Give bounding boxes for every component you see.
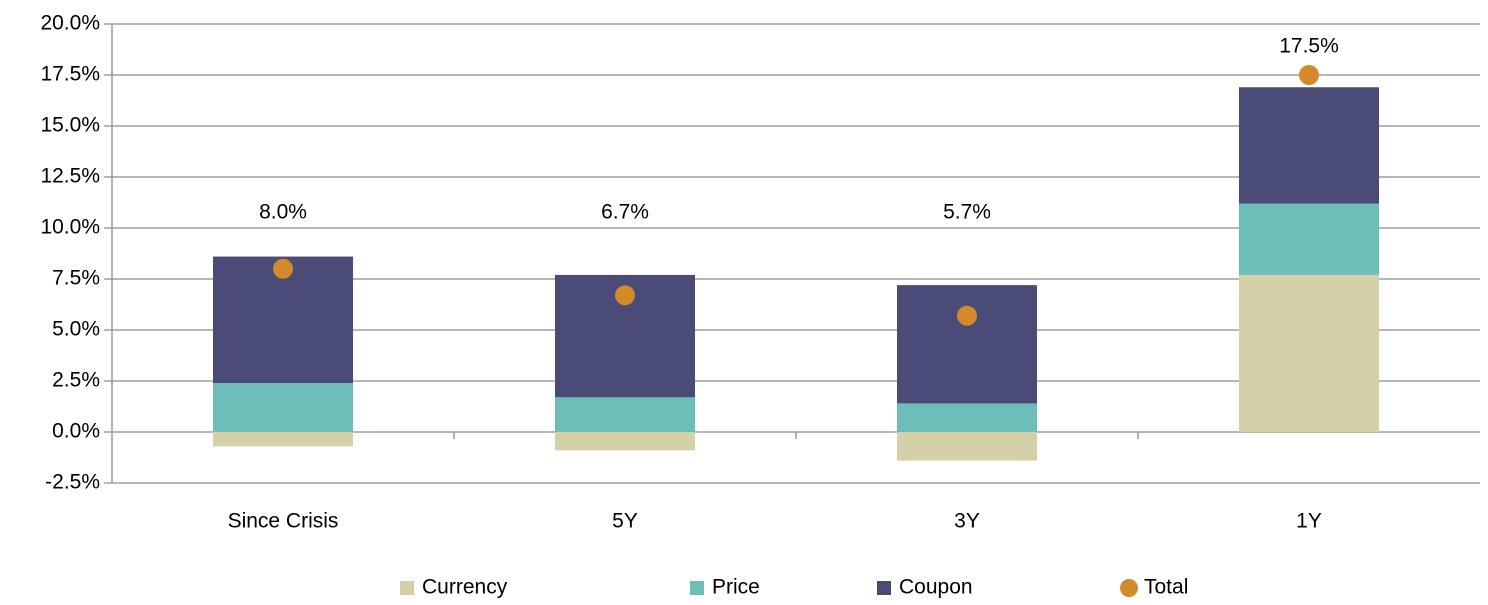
bar — [897, 285, 1037, 404]
bar — [213, 432, 353, 447]
y-tick-label: -2.5% — [45, 471, 100, 494]
y-tick-label: 15.0% — [40, 114, 100, 137]
y-tick-label: 2.5% — [52, 369, 100, 392]
data-label: 5.7% — [943, 201, 991, 224]
total-dot — [1299, 65, 1319, 85]
bar — [555, 432, 695, 451]
data-label: 17.5% — [1279, 35, 1339, 58]
y-tick-label: 10.0% — [40, 216, 100, 239]
y-tick-label: 0.0% — [52, 420, 100, 443]
total-dot — [273, 258, 293, 279]
legend-swatch — [690, 581, 704, 595]
x-tick-label: 5Y — [612, 510, 638, 533]
y-tick-label: 17.5% — [40, 63, 100, 86]
bar — [897, 403, 1037, 432]
bar — [1239, 203, 1379, 275]
x-tick-label: 3Y — [954, 510, 980, 533]
y-tick-label: 20.0% — [40, 12, 100, 35]
data-label: 8.0% — [259, 201, 307, 224]
total-dot — [957, 305, 977, 326]
bar — [1239, 274, 1379, 432]
bar — [897, 432, 1037, 461]
legend-swatch — [877, 581, 891, 595]
legend-label: Total — [1144, 576, 1188, 599]
bar — [213, 383, 353, 432]
legend-label: Currency — [422, 576, 508, 599]
y-tick-label: 5.0% — [52, 318, 100, 341]
bar — [1239, 87, 1379, 204]
data-label: 6.7% — [601, 201, 649, 224]
total-dot — [615, 285, 635, 306]
legend-swatch — [1120, 579, 1138, 597]
legend-label: Price — [712, 576, 760, 599]
y-tick-label: 12.5% — [40, 165, 100, 188]
legend-swatch — [400, 581, 414, 595]
y-tick-label: 7.5% — [52, 267, 100, 290]
bar — [555, 397, 695, 432]
x-tick-label: Since Crisis — [228, 510, 339, 533]
legend-label: Coupon — [899, 576, 973, 599]
x-tick-label: 1Y — [1296, 510, 1322, 533]
